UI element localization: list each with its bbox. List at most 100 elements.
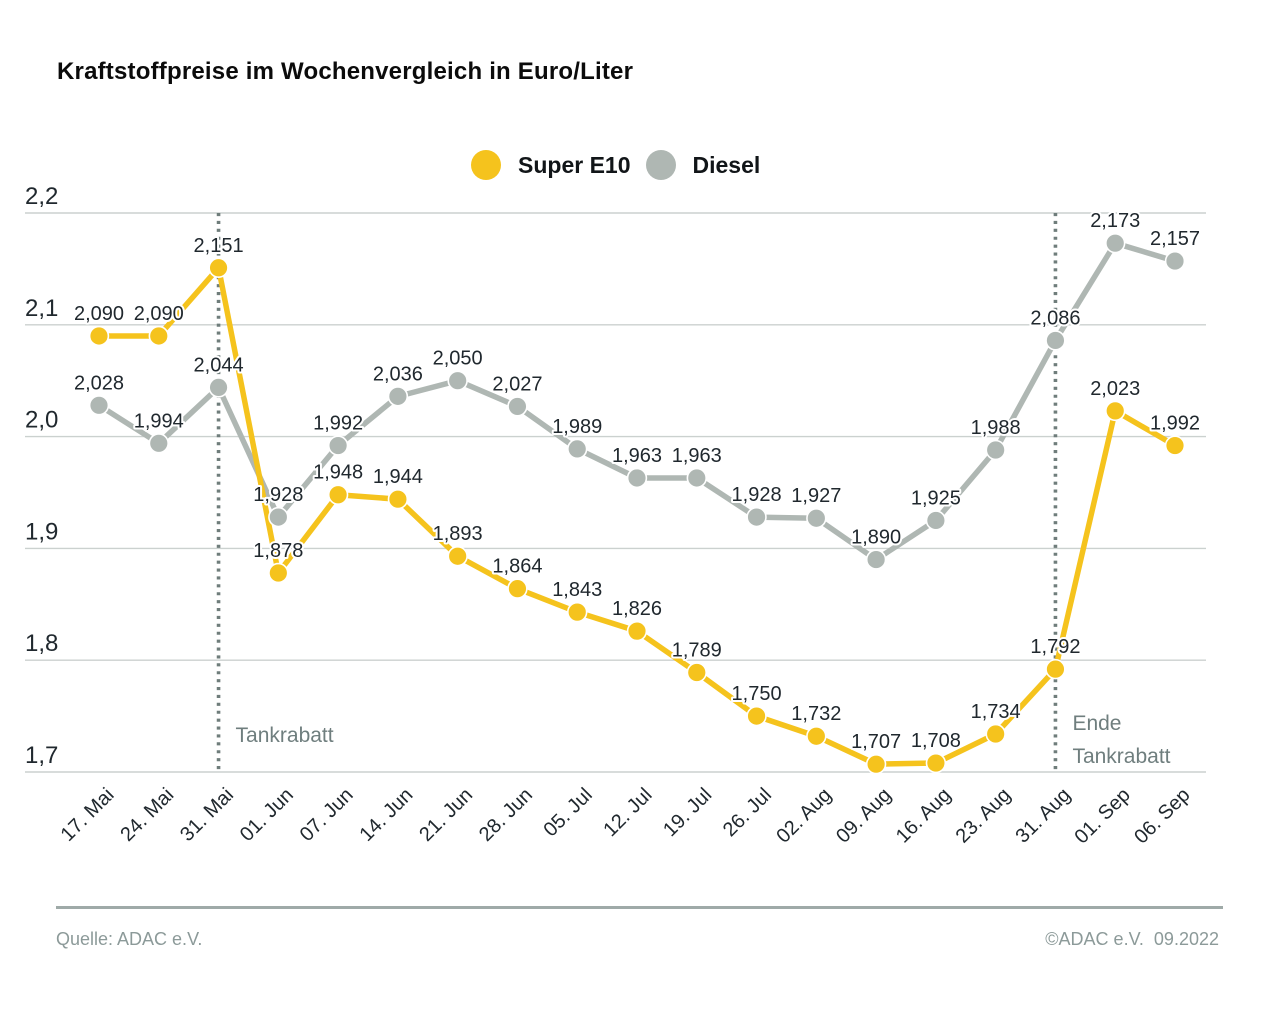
super-e10-point-label: 1,732 bbox=[791, 703, 841, 725]
super-e10-point-marker bbox=[865, 753, 887, 775]
diesel-point-marker bbox=[806, 508, 827, 529]
super-e10-point-label: 1,750 bbox=[732, 683, 782, 705]
diesel-point-label: 2,044 bbox=[194, 354, 244, 376]
x-axis-label: 06. Sep bbox=[1130, 784, 1194, 848]
chart-title: Kraftstoffpreise im Wochenvergleich in E… bbox=[57, 58, 634, 85]
super-e10-point-marker bbox=[88, 325, 110, 347]
super-e10-point-marker bbox=[1105, 400, 1126, 422]
diesel-point-label: 2,086 bbox=[1030, 307, 1080, 329]
diesel-point-marker bbox=[88, 395, 110, 416]
x-axis-label: 17. Mai bbox=[57, 784, 119, 846]
super-e10-point-label: 1,948 bbox=[313, 462, 363, 484]
legend-item-diesel: Diesel bbox=[645, 150, 761, 180]
super-e10-point-label: 1,878 bbox=[253, 540, 303, 562]
diesel-point-label: 1,963 bbox=[612, 445, 662, 467]
super-e10-point-marker bbox=[268, 562, 289, 584]
super-e10-point-marker bbox=[148, 325, 169, 347]
x-axis-label: 02. Aug bbox=[772, 784, 836, 848]
diesel-point-label: 1,928 bbox=[253, 484, 303, 506]
diesel-point-marker bbox=[1105, 232, 1126, 254]
source-text: Quelle: ADAC e.V. bbox=[56, 929, 203, 949]
super-e10-point-label: 2,090 bbox=[134, 303, 184, 325]
diesel-point-marker bbox=[925, 510, 947, 531]
super-e10-line bbox=[96, 265, 1178, 767]
legend-item-super-e10: Super E10 bbox=[471, 150, 631, 180]
diesel-point-label: 1,928 bbox=[732, 484, 782, 506]
super-e10-point-marker bbox=[387, 489, 409, 510]
super-e10-point-label: 1,944 bbox=[373, 466, 423, 488]
diesel-point-label: 1,988 bbox=[971, 417, 1021, 439]
diesel-point-marker bbox=[865, 549, 887, 570]
super-e10-point-label: 1,789 bbox=[672, 639, 722, 661]
diesel-point-label: 1,890 bbox=[851, 527, 901, 549]
super-e10-point-label: 1,992 bbox=[1150, 413, 1200, 435]
super-e10-point-label: 1,707 bbox=[851, 731, 901, 753]
chart-legend: Super E10 Diesel bbox=[471, 150, 760, 180]
super-e10-point-marker bbox=[1164, 435, 1186, 456]
diesel-point-marker bbox=[686, 467, 707, 489]
diesel-point-marker bbox=[208, 377, 229, 398]
diesel-line bbox=[96, 240, 1178, 563]
diesel-point-label: 1,992 bbox=[313, 413, 363, 435]
diesel-point-marker bbox=[567, 438, 588, 460]
super-e10-point-marker bbox=[327, 484, 349, 505]
diesel-swatch-icon bbox=[645, 150, 676, 180]
super-e10-point-label: 2,151 bbox=[194, 235, 244, 257]
x-axis-label: 14. Jun bbox=[355, 784, 417, 846]
x-axis-label: 01. Sep bbox=[1070, 784, 1134, 848]
copyright-text: ©ADAC e.V. 09.2022 bbox=[1045, 929, 1219, 949]
super-e10-point-label: 1,708 bbox=[911, 730, 961, 752]
diesel-point-label: 2,036 bbox=[373, 363, 423, 385]
legend-label-super-e10: Super E10 bbox=[518, 151, 631, 178]
diesel-point-marker bbox=[746, 506, 767, 528]
super-e10-point-label: 1,864 bbox=[492, 556, 542, 578]
y-axis-label: 1,7 bbox=[25, 742, 58, 769]
x-axis-label: 07. Jun bbox=[296, 784, 358, 846]
x-axis-label: 23. Aug bbox=[952, 784, 1016, 848]
legend-label-diesel: Diesel bbox=[692, 151, 761, 178]
super-e10-point-label: 1,893 bbox=[433, 523, 483, 545]
super-e10-point-marker bbox=[507, 578, 528, 599]
y-axis-label: 2,1 bbox=[25, 295, 58, 322]
diesel-point-marker bbox=[148, 433, 169, 454]
super-e10-point-marker bbox=[447, 546, 468, 567]
x-axis-label: 12. Jul bbox=[599, 784, 656, 841]
super-e10-point-marker bbox=[925, 752, 947, 774]
super-e10-point-marker bbox=[626, 620, 648, 642]
x-axis-label: 21. Jun bbox=[415, 784, 477, 846]
diesel-point-marker bbox=[1164, 250, 1186, 272]
y-axis-label: 1,9 bbox=[25, 518, 58, 545]
diesel-point-marker bbox=[507, 396, 528, 417]
diesel-point-marker bbox=[447, 370, 468, 391]
y-axis-label: 1,8 bbox=[25, 630, 58, 657]
x-axis-label: 31. Mai bbox=[176, 784, 238, 846]
x-axis-label: 05. Jul bbox=[540, 784, 597, 841]
diesel-point-label: 1,927 bbox=[791, 485, 841, 507]
super-e10-point-marker bbox=[208, 257, 229, 278]
super-e10-point-label: 2,090 bbox=[74, 303, 124, 325]
diesel-point-label: 2,028 bbox=[74, 372, 124, 394]
super-e10-point-marker bbox=[746, 705, 767, 727]
diesel-point-marker bbox=[1045, 330, 1066, 351]
super-e10-point-label: 1,792 bbox=[1030, 636, 1080, 658]
diesel-point-marker bbox=[387, 386, 409, 407]
super-e10-point-label: 1,826 bbox=[612, 598, 662, 620]
footer-divider bbox=[56, 906, 1223, 909]
diesel-point-marker bbox=[327, 435, 349, 456]
diesel-point-label: 1,963 bbox=[672, 445, 722, 467]
diesel-point-marker bbox=[268, 506, 289, 528]
super-e10-point-marker bbox=[1045, 658, 1066, 680]
y-axis-label: 2,0 bbox=[25, 407, 58, 434]
x-axis-label: 26. Jul bbox=[719, 784, 776, 841]
diesel-point-label: 1,989 bbox=[552, 416, 602, 438]
super-e10-point-label: 1,843 bbox=[552, 579, 602, 601]
y-axis-label: 2,2 bbox=[25, 183, 58, 210]
super-e10-swatch-icon bbox=[471, 150, 501, 180]
super-e10-point-marker bbox=[806, 726, 827, 747]
annotation-label: Tankrabatt bbox=[236, 724, 334, 747]
super-e10-point-marker bbox=[567, 601, 588, 623]
super-e10-point-label: 2,023 bbox=[1090, 378, 1140, 400]
x-axis-label: 19. Jul bbox=[659, 784, 716, 841]
x-axis-label: 28. Jun bbox=[475, 784, 537, 846]
x-axis-label: 31. Aug bbox=[1011, 784, 1075, 848]
